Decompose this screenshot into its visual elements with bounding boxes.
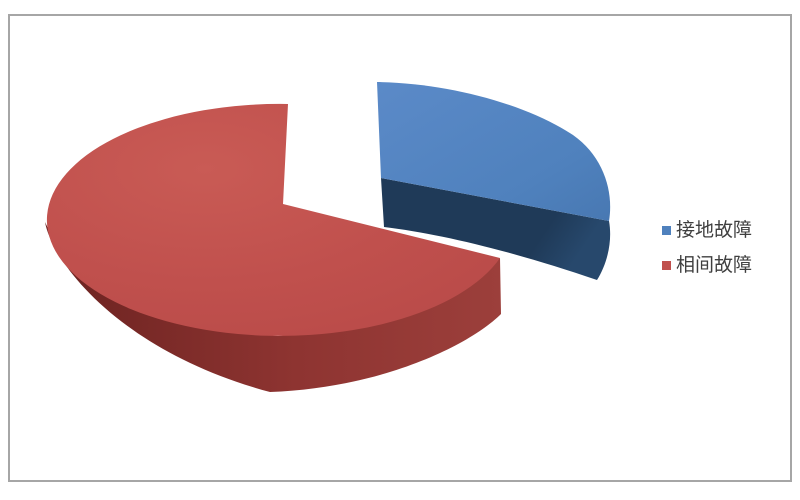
pie-slice-phase-fault-side: [45, 222, 501, 392]
chart-legend: 接地故障 相间故障: [662, 219, 752, 276]
pie-slice-phase-fault[interactable]: [46, 103, 500, 336]
legend-item-ground-fault[interactable]: 接地故障: [662, 219, 752, 241]
legend-marker-phase-fault: [662, 260, 671, 270]
legend-item-phase-fault[interactable]: 相间故障: [662, 254, 752, 276]
legend-label-phase-fault: 相间故障: [676, 254, 753, 276]
legend-marker-ground-fault: [662, 225, 671, 235]
pie-slice-ground-fault[interactable]: [377, 82, 611, 221]
legend-label-ground-fault: 接地故障: [676, 219, 753, 241]
pie-slice-ground-fault-side: [381, 178, 611, 280]
